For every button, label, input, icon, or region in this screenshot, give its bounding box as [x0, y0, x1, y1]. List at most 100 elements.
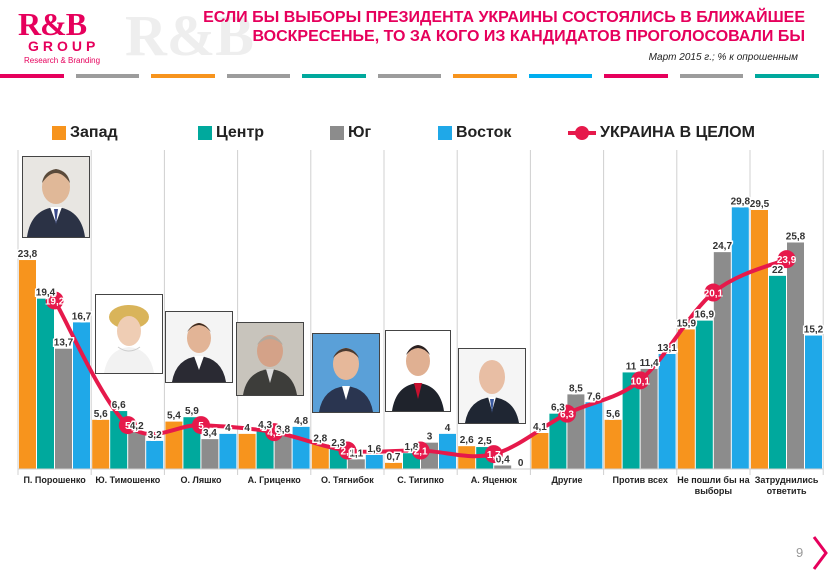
- category-label-line: П. Порошенко: [23, 475, 86, 485]
- category-label-line: Ю. Тимошенко: [95, 475, 160, 485]
- bar-value-label: 16,9: [695, 310, 715, 321]
- header-stripe: [226, 74, 291, 78]
- line-value-label: 1,7: [487, 450, 501, 461]
- bar-value-label: 13,7: [54, 338, 74, 349]
- legend-item-ukraina: УКРАИНА В ЦЕЛОМ: [568, 124, 755, 142]
- logo-tagline: Research & Branding: [24, 56, 101, 65]
- bar-value-label: 3,8: [276, 425, 290, 436]
- bar-value-label: 1,1: [349, 448, 363, 459]
- portrait-yatsenyuk-icon: [458, 348, 526, 424]
- bar-value-label: 4: [225, 423, 231, 434]
- line-point: [631, 371, 650, 390]
- bar: [494, 465, 512, 469]
- bar: [201, 439, 219, 469]
- page-chevron-icon: [812, 536, 828, 570]
- legend-item-yug: Юг: [330, 124, 371, 142]
- line-point: [558, 404, 576, 423]
- bar: [55, 348, 72, 469]
- legend-label-centr: Центр: [216, 124, 265, 141]
- bar-value-label: 5,6: [94, 409, 108, 420]
- chart-legend: Запад Центр Юг Восток УКРАИНА В ЦЕЛОМ: [0, 124, 831, 146]
- bar-value-label: 1,8: [405, 442, 419, 453]
- category-label-line: А. Гриценко: [248, 475, 302, 485]
- bar-value-label: 4,8: [294, 416, 308, 427]
- category-label: О. Тягнибок: [321, 475, 374, 485]
- category-label-line: Другие: [551, 475, 582, 485]
- bar-value-label: 13,1: [657, 343, 677, 354]
- line-point: [118, 416, 137, 435]
- bar-value-label: 0,4: [496, 454, 510, 465]
- category-label-line: Против всех: [612, 475, 667, 485]
- line-value-label: 19,2: [45, 296, 65, 307]
- category-label: Против всех: [612, 475, 667, 485]
- bar: [347, 459, 365, 469]
- chart-area: 23,8 5,6 5,4 4 2,8 0,7 2,6 4,1 5,6 15,9 29,5 19,4 6,…: [16, 150, 825, 496]
- bar-value-label: 6,3: [551, 403, 565, 414]
- line-value-label: 6,3: [560, 410, 574, 421]
- header-stripe: [0, 74, 64, 78]
- line-value-label: 2,1: [414, 447, 428, 458]
- category-label: Ю. Тимошенко: [95, 475, 160, 485]
- header-stripe: [75, 74, 140, 78]
- bar-value-label: 23,8: [18, 249, 38, 260]
- bar-value-label: 15,9: [677, 318, 697, 329]
- line-value-label: 5: [125, 421, 131, 432]
- category-label-line: Не пошли бы на: [677, 475, 750, 485]
- bar: [622, 372, 640, 469]
- bar-value-label: 2,3: [331, 438, 345, 449]
- bar-value-label: 16,7: [72, 311, 92, 322]
- bar-value-label: 4: [244, 423, 250, 434]
- bar-value-label: 1,6: [367, 444, 381, 455]
- line-point: [192, 416, 210, 435]
- bar: [292, 426, 310, 469]
- line-point: [45, 291, 64, 310]
- bar: [640, 368, 658, 469]
- bar-value-label: 4,2: [130, 421, 144, 432]
- bar-value-label: 24,7: [713, 241, 733, 252]
- bar-value-label: 15,2: [804, 325, 824, 336]
- bar: [146, 440, 164, 469]
- bar-value-label: 6,6: [112, 400, 126, 411]
- category-label: П. Порошенко: [23, 475, 86, 485]
- portrait-poroshenko-icon: [22, 156, 90, 238]
- bar-value-label: 11,4: [640, 358, 659, 369]
- chart-subtitle: Март 2015 г.; % к опрошенным: [648, 52, 798, 63]
- bar: [677, 329, 695, 469]
- bar: [604, 419, 622, 469]
- bar: [311, 444, 329, 469]
- line-point: [265, 423, 284, 442]
- title-line-1: ЕСЛИ БЫ ВЫБОРЫ ПРЕЗИДЕНТА УКРАИНЫ СОСТОЯ…: [203, 9, 805, 26]
- bar-value-label: 2,5: [478, 436, 492, 447]
- watermark-logo: R&B: [125, 3, 254, 68]
- bar: [274, 435, 292, 469]
- bar-value-label: 5,6: [606, 409, 620, 420]
- bar: [439, 433, 456, 469]
- legend-label-zapad: Запад: [70, 124, 118, 141]
- category-label: Не пошли бы на выборы: [677, 475, 750, 496]
- line-point: [338, 441, 357, 460]
- line-point: [704, 283, 723, 302]
- bar: [238, 433, 256, 469]
- bar: [731, 207, 749, 469]
- portrait-tigipko-icon: [385, 330, 451, 412]
- category-label: С. Тигипко: [397, 475, 444, 485]
- bar: [751, 209, 768, 470]
- bar-value-label: 2,8: [313, 433, 327, 444]
- legend-item-centr: Центр: [198, 124, 264, 142]
- logo-group: GROUP: [28, 38, 100, 54]
- header-stripes: [0, 74, 831, 78]
- bar-value-label: 29,5: [750, 199, 770, 210]
- bar-value-label: 3,4: [203, 428, 217, 439]
- legend-label-ukraina: УКРАИНА В ЦЕЛОМ: [600, 124, 755, 141]
- category-label-line: О. Тягнибок: [321, 475, 374, 485]
- title-line-2: ВОСКРЕСЕНЬЕ, ТО ЗА КОГО ИЗ КАНДИДАТОВ ПР…: [252, 28, 805, 45]
- line-value-label: 20,1: [704, 289, 724, 300]
- bar-value-label: 19,4: [36, 288, 56, 299]
- header-stripe: [151, 74, 215, 78]
- header-stripe: [755, 74, 820, 78]
- category-label: Другие: [551, 475, 582, 485]
- bar: [549, 413, 567, 469]
- portrait-lyashko-icon: [165, 311, 233, 383]
- category-label-line: выборы: [695, 486, 733, 496]
- header-stripe: [377, 74, 442, 78]
